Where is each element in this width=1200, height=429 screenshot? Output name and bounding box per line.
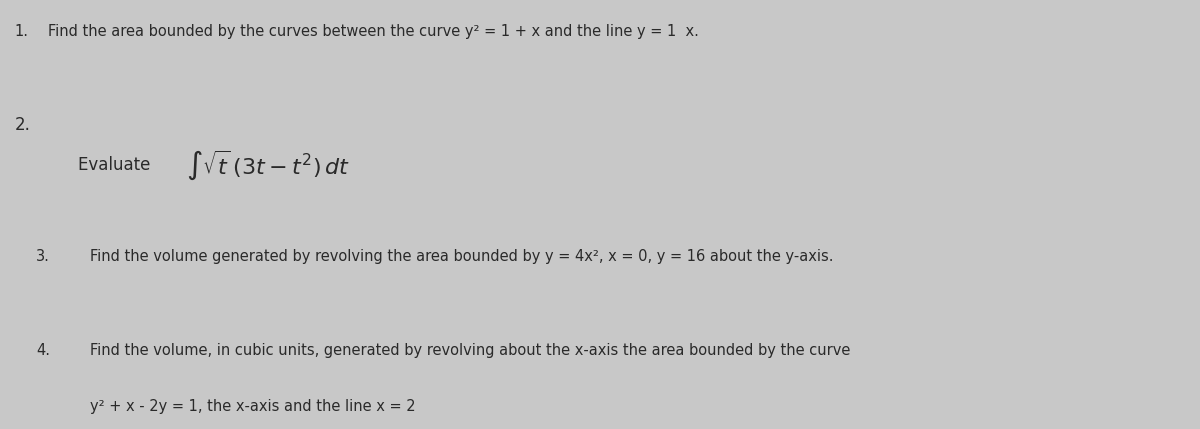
- Text: 1.: 1.: [14, 24, 29, 39]
- Text: y² + x - 2y = 1, the x-axis and the line x = 2: y² + x - 2y = 1, the x-axis and the line…: [90, 399, 415, 414]
- Text: $\int \sqrt{t}\,(3t - t^2)\,dt$: $\int \sqrt{t}\,(3t - t^2)\,dt$: [186, 148, 350, 182]
- Text: 2.: 2.: [14, 116, 30, 134]
- Text: Evaluate: Evaluate: [78, 156, 156, 174]
- Text: Find the volume, in cubic units, generated by revolving about the x-axis the are: Find the volume, in cubic units, generat…: [90, 343, 851, 358]
- Text: Find the area bounded by the curves between the curve y² = 1 + x and the line y : Find the area bounded by the curves betw…: [48, 24, 698, 39]
- Text: 3.: 3.: [36, 249, 50, 264]
- Text: Find the volume generated by revolving the area bounded by y = 4x², x = 0, y = 1: Find the volume generated by revolving t…: [90, 249, 834, 264]
- Text: 4.: 4.: [36, 343, 50, 358]
